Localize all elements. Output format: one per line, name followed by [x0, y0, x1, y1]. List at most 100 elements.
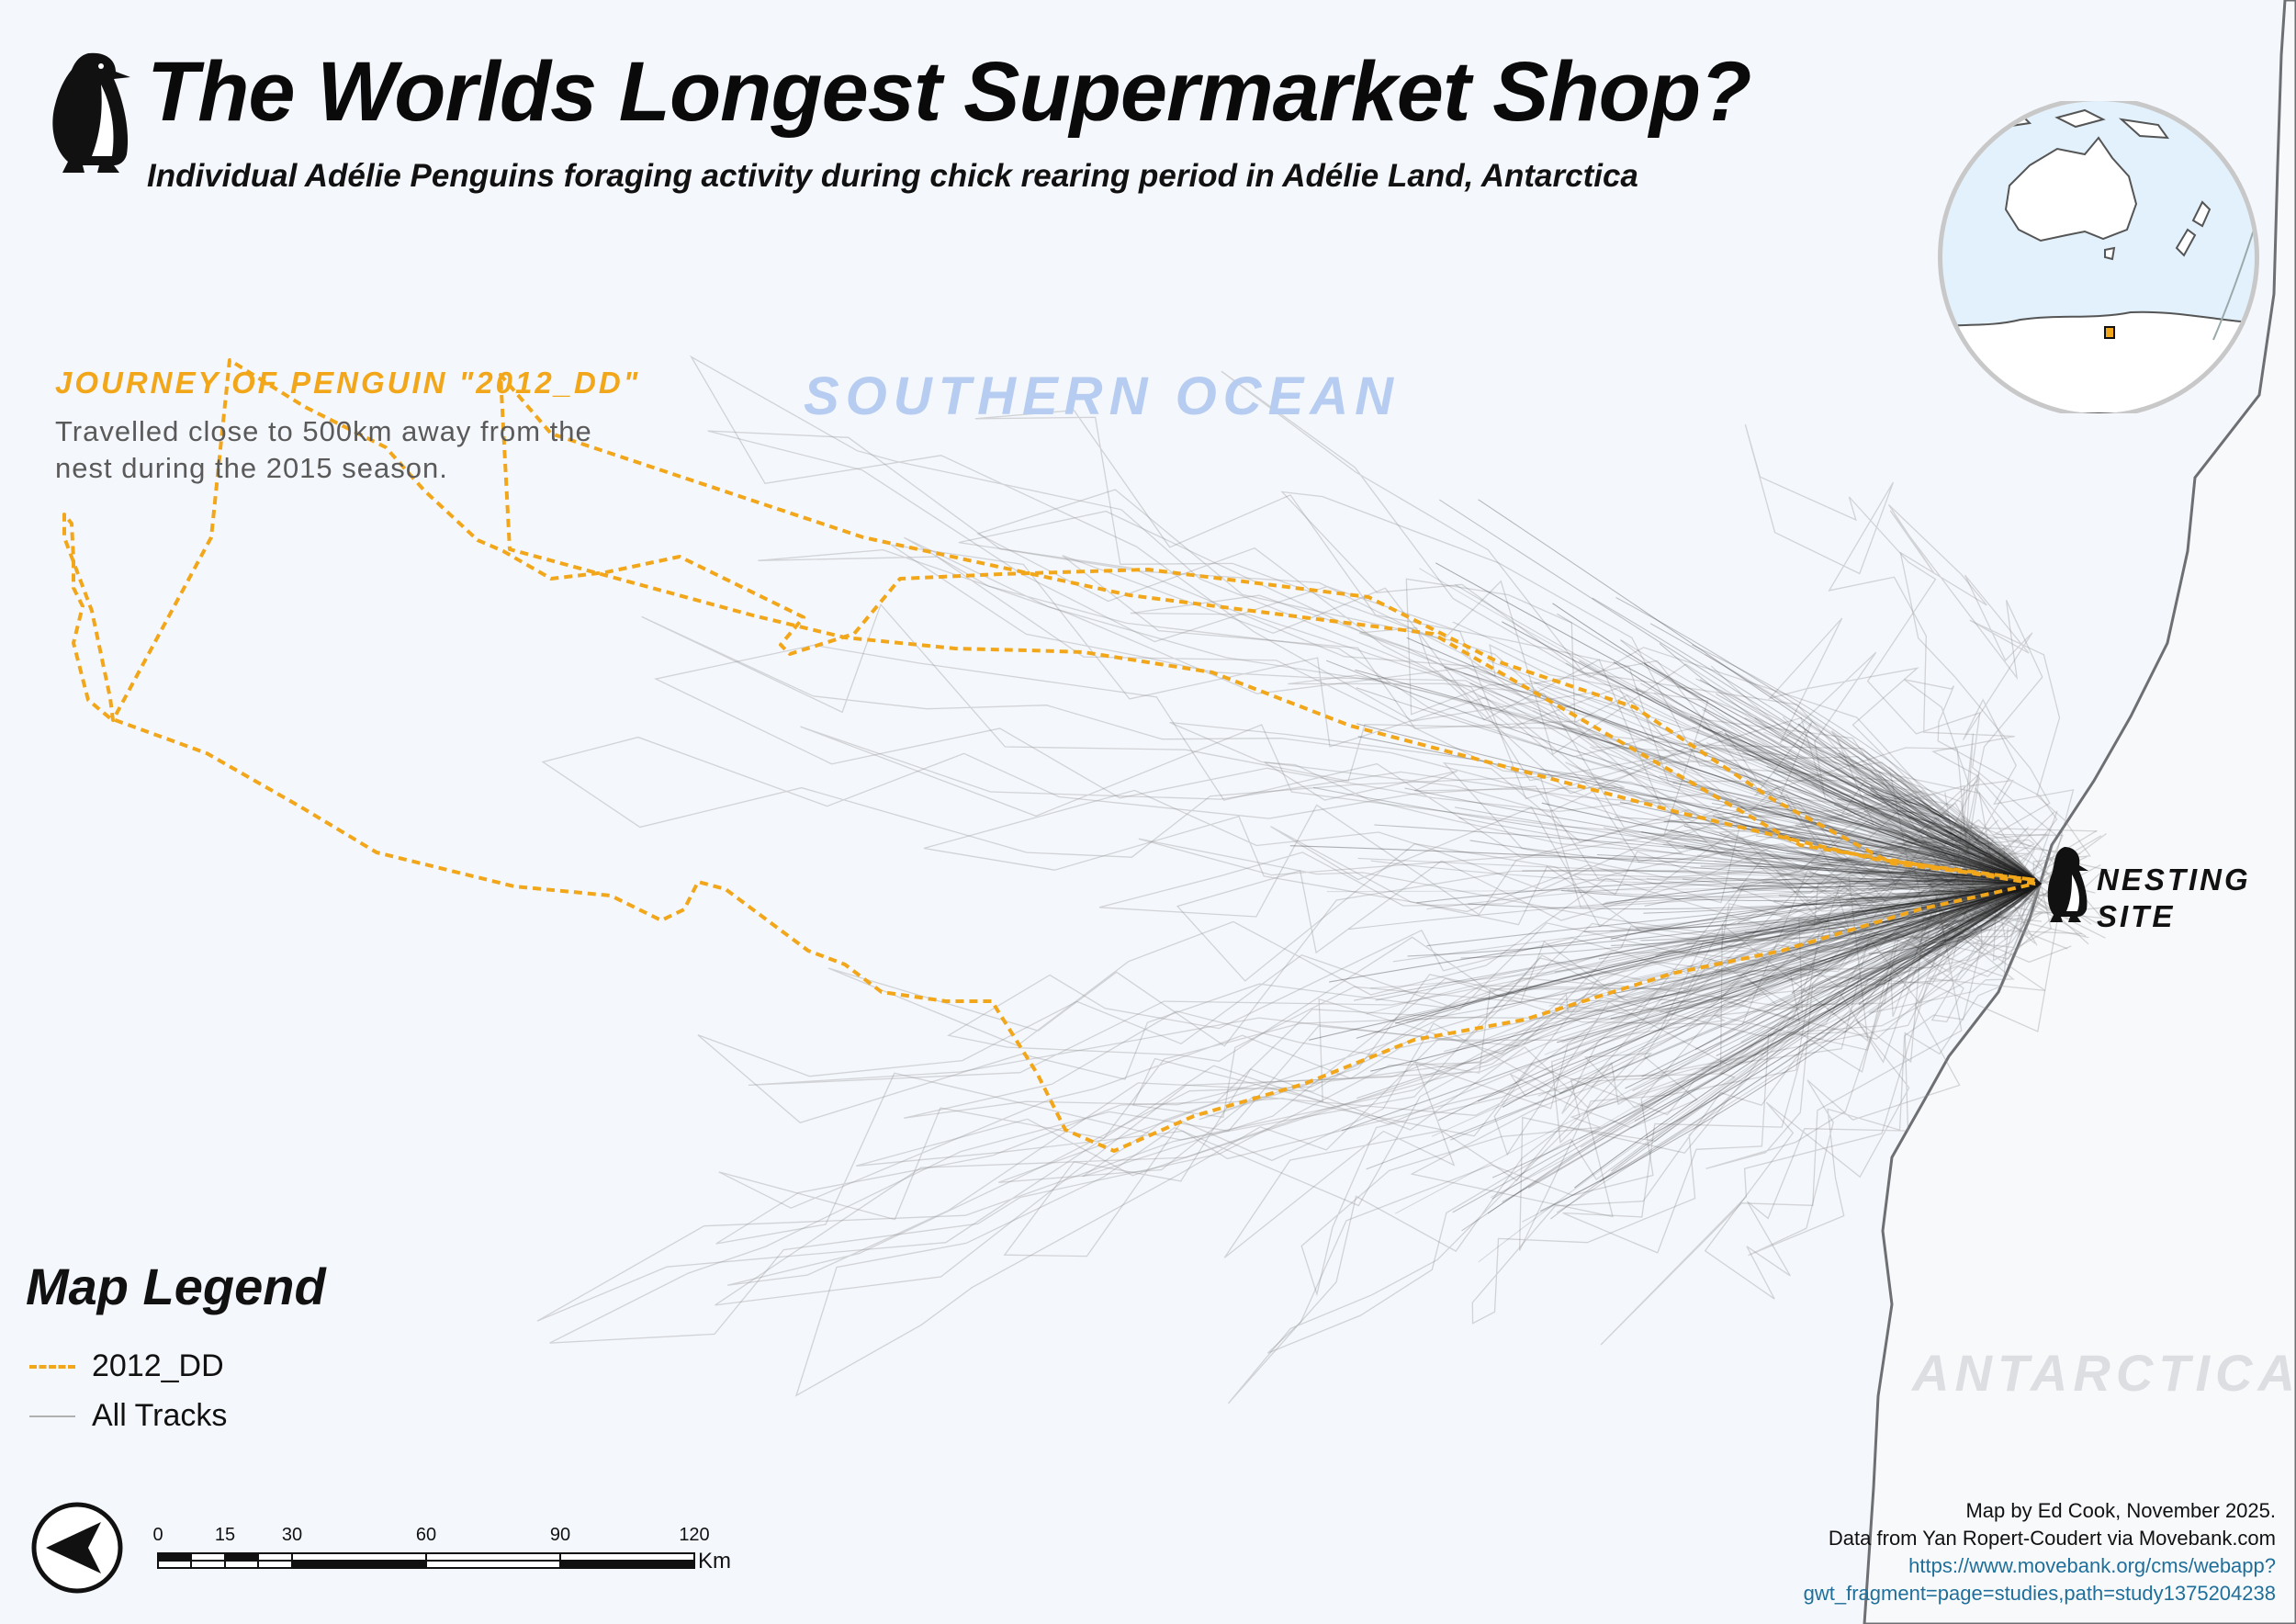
track-line [1356, 883, 2042, 1039]
track-line [1510, 858, 2058, 1129]
track-line [1357, 857, 2042, 885]
track-line [1478, 695, 2042, 885]
track-line [1131, 854, 2042, 1119]
legend-label: All Tracks [92, 1398, 228, 1433]
track-line [1846, 883, 2042, 981]
track-line [541, 736, 2042, 914]
page-title: The Worlds Longest Supermarket Shop? [147, 45, 1751, 139]
track-line [1833, 757, 2042, 885]
track-line [1947, 883, 2042, 944]
track-line [1716, 693, 2042, 885]
track-line [1640, 831, 2042, 885]
track-line [1199, 840, 2042, 1121]
track-line [1557, 613, 2042, 885]
track-line [1544, 883, 2042, 1055]
track-line [1728, 763, 2042, 885]
track-line [549, 838, 2042, 1344]
track-line [1885, 792, 2042, 885]
track-line [1896, 883, 2042, 971]
track-line [1529, 680, 2042, 885]
credit-link-line2[interactable]: gwt_fragment=page=studies,path=study1375… [1803, 1582, 2276, 1605]
scale-tick-label: 30 [281, 1525, 303, 1545]
track-line [1561, 883, 2042, 1043]
track-line [1931, 883, 2042, 908]
track-line [1848, 871, 2042, 885]
track-line [1615, 817, 2042, 885]
track-line [1404, 787, 2042, 885]
track-line [1879, 883, 2042, 942]
track-line [1227, 862, 2092, 1404]
track-line [1744, 717, 2042, 885]
track-line [1802, 720, 2042, 885]
track-line [997, 883, 2042, 1183]
track-line [1704, 709, 2042, 885]
track-line [1561, 883, 2042, 902]
track-line [1832, 883, 2042, 1016]
track-line [1592, 597, 2042, 885]
track-line [1289, 845, 2042, 885]
track-line [1878, 773, 2042, 885]
track-line [1907, 883, 2042, 920]
track-line [1912, 876, 2042, 898]
scale-unit: Km [698, 1549, 731, 1573]
track-line [1570, 883, 2042, 1016]
track-line [1851, 883, 2042, 981]
track-line [1426, 883, 2042, 947]
track-line [1082, 825, 2042, 1178]
study-area-marker [2104, 326, 2115, 339]
track-line [1874, 822, 2042, 885]
track-line [1370, 883, 2042, 1072]
track-line [1855, 775, 2042, 885]
track-line [1463, 672, 2042, 885]
track-line [1715, 883, 2042, 973]
track-line [1809, 883, 2042, 1014]
track-line [1908, 817, 2042, 885]
track-line [1763, 731, 2042, 885]
track-line [1907, 883, 2042, 916]
track-line [1868, 883, 2042, 954]
track-line [1851, 883, 2042, 913]
track-line [1884, 883, 2042, 964]
track-line [707, 430, 2106, 939]
track-line [1598, 787, 2042, 885]
track-line [1677, 686, 2042, 885]
track-line [1438, 499, 2042, 885]
track-line [1692, 727, 2042, 885]
track-line [1937, 883, 2042, 938]
scale-tick-label: 120 [679, 1525, 710, 1545]
track-line [1461, 883, 2042, 1232]
track-line [1615, 597, 2042, 885]
track-line [1692, 644, 2042, 885]
track-line [1639, 883, 2042, 1107]
track-line [1221, 370, 2067, 885]
track-line [1356, 723, 2042, 885]
track-line [1689, 716, 2042, 885]
credit-link-line1[interactable]: https://www.movebank.org/cms/webapp? [1908, 1554, 2276, 1577]
track-line [1696, 854, 2042, 885]
track-line [1929, 883, 2042, 893]
track-line [1138, 825, 2042, 950]
track-line [904, 536, 2087, 937]
track-line [1431, 883, 2042, 1137]
track-line [1552, 603, 2042, 885]
track-2012-dd [62, 358, 2037, 1153]
track-line [1762, 882, 2042, 885]
track-line [1851, 883, 2042, 917]
track-line [1811, 863, 2042, 885]
track-line [1469, 682, 2042, 885]
track-line [1787, 883, 2042, 1029]
track-line [715, 819, 2042, 1306]
track-line [1539, 768, 2042, 885]
track-line [1880, 812, 2042, 885]
nesting-label-line2: SITE [2097, 899, 2176, 933]
track-line [1620, 639, 2042, 885]
track-line [1609, 883, 2042, 931]
legend-label: 2012_DD [92, 1348, 224, 1383]
track-line [1169, 721, 2087, 903]
track-line [1098, 804, 2042, 943]
track-line [1863, 794, 2042, 885]
track-line [1870, 790, 2042, 885]
track-line [1356, 883, 2042, 1100]
track-line [1488, 660, 2042, 885]
track-line [1406, 883, 2042, 1023]
